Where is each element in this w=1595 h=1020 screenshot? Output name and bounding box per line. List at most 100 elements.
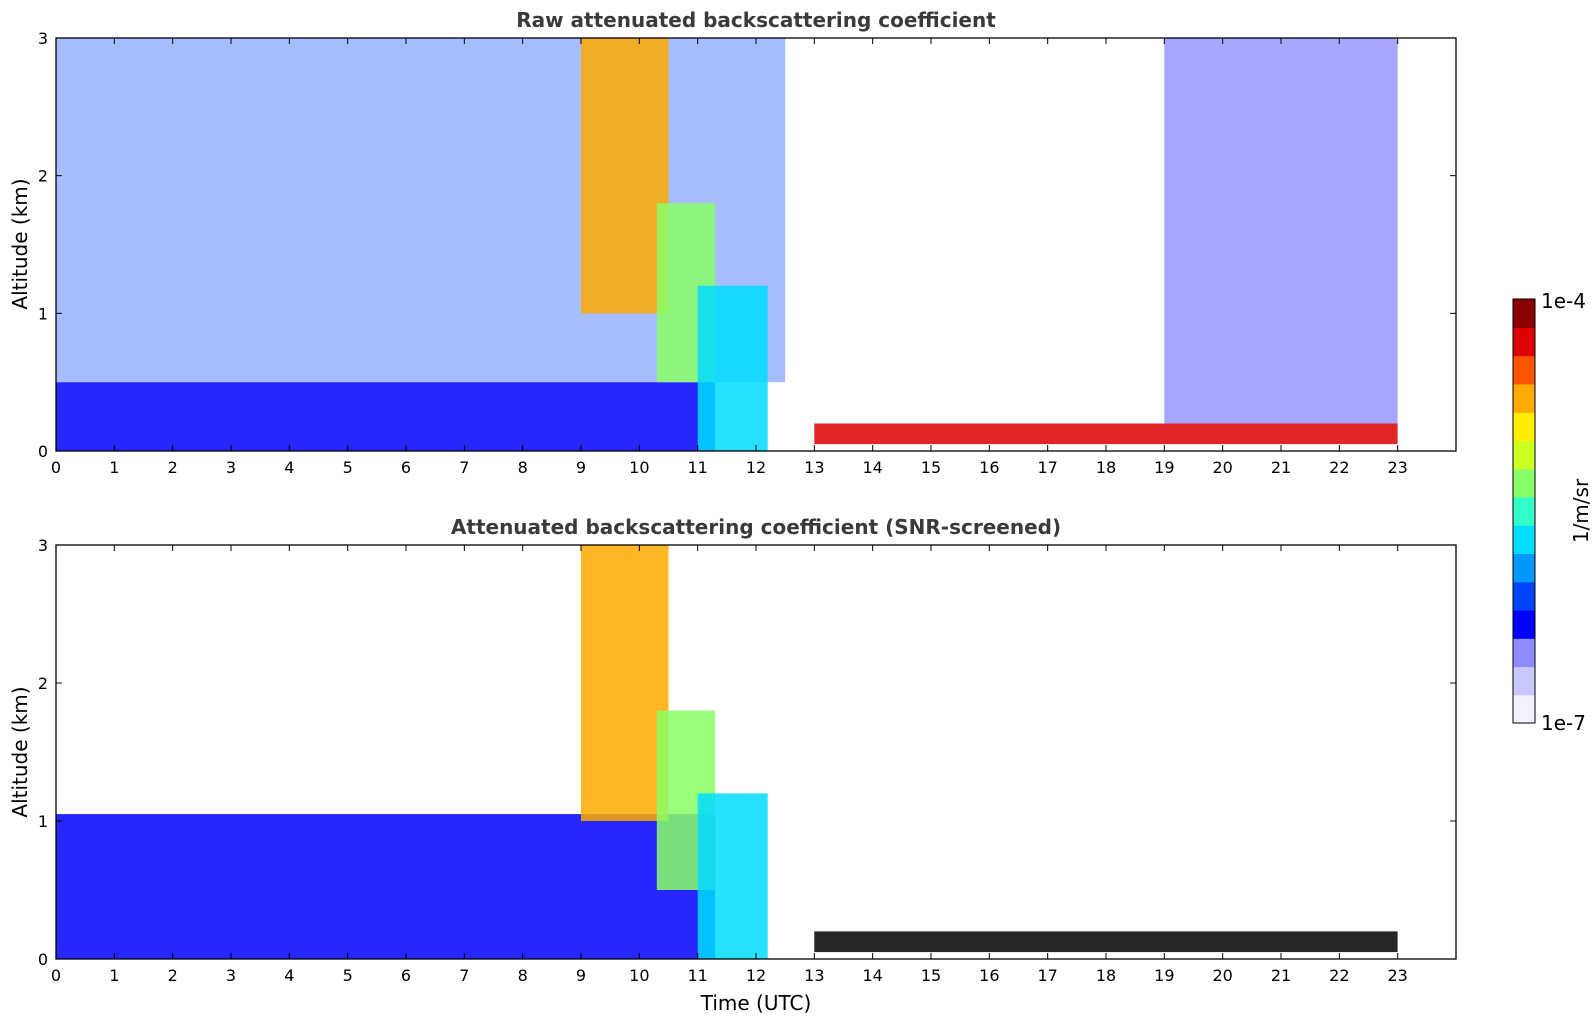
colorbar-unit-label: 1/m/sr [1569,478,1593,543]
screened-x-tick-label: 12 [746,966,766,985]
screened-backscatter-panel: Attenuated backscattering coefficient (S… [8,515,1457,1015]
raw-x-tick-label: 3 [226,458,236,477]
raw-x-tick-label: 7 [459,458,469,477]
screened-x-ticks: 0 1 2 3 4 5 6 7 8 9 10 11 12 13 14 15 16 17 18 19 20 21 22 23 [51,545,1408,985]
screened-x-tick-label: 10 [629,966,649,985]
colorbar-band [1513,609,1535,639]
raw-feature-precipitation [697,285,768,451]
raw-x-tick-label: 4 [284,458,294,477]
raw-x-tick-label: 12 [746,458,766,477]
raw-feature-cloud-layer [581,38,669,314]
screened-x-tick-label: 0 [51,966,61,985]
screened-y-ticks: 0 1 2 3 [38,536,1456,969]
colorbar-band [1513,581,1535,611]
raw-x-tick-label: 2 [168,458,178,477]
screened-x-tick-label: 13 [804,966,824,985]
screened-y-axis-label: Altitude (km) [8,686,32,817]
screened-x-tick-label: 19 [1154,966,1174,985]
colorbar-band [1513,327,1535,357]
screened-x-tick-label: 11 [687,966,707,985]
screened-x-tick-label: 7 [459,966,469,985]
raw-heatmap [56,38,1398,451]
screened-x-tick-label: 6 [401,966,411,985]
raw-x-tick-label: 17 [1037,458,1057,477]
raw-x-tick-label: 19 [1154,458,1174,477]
raw-x-tick-label: 1 [109,458,119,477]
screened-feature-cloud-layer [581,545,669,821]
colorbar-band [1513,638,1535,668]
screened-x-tick-label: 20 [1212,966,1232,985]
raw-backscatter-panel: Raw attenuated backscattering coefficien… [8,8,1457,477]
colorbar-band [1513,383,1535,413]
raw-x-tick-label: 22 [1329,458,1349,477]
colorbar-frame [1512,298,1536,724]
colorbar-band [1513,412,1535,441]
screened-x-tick-label: 21 [1271,966,1291,985]
colorbar-band [1513,553,1535,583]
raw-x-tick-label: 9 [576,458,586,477]
screened-x-tick-label: 3 [226,966,236,985]
raw-x-tick-label: 10 [629,458,649,477]
colorbar-band [1513,525,1535,554]
colorbar-band [1513,468,1535,498]
screened-x-tick-label: 4 [284,966,294,985]
screened-x-tick-label: 8 [518,966,528,985]
colorbar-band [1513,299,1535,328]
screened-x-tick-label: 14 [862,966,882,985]
screened-y-tick-label: 2 [38,674,48,693]
screened-x-tick-label: 1 [109,966,119,985]
raw-feature-boundary-layer [814,423,1398,445]
colorbar-band [1513,440,1535,470]
colorbar: 1e-4 1e-7 1/m/sr [1512,289,1593,735]
x-axis-label: Time (UTC) [700,991,812,1015]
raw-x-tick-label: 14 [862,458,882,477]
raw-x-tick-label: 5 [343,458,353,477]
screened-feature-aerosol [56,814,716,959]
raw-x-tick-label: 15 [921,458,941,477]
screened-x-tick-label: 2 [168,966,178,985]
raw-x-tick-label: 6 [401,458,411,477]
screened-y-tick-label: 0 [38,950,48,969]
raw-x-tick-label: 0 [51,458,61,477]
raw-x-tick-label: 20 [1212,458,1232,477]
raw-x-tick-label: 8 [518,458,528,477]
raw-y-axis-label: Altitude (km) [8,178,32,309]
screened-x-tick-label: 9 [576,966,586,985]
screened-x-tick-label: 18 [1096,966,1116,985]
screened-y-tick-label: 1 [38,812,48,831]
raw-y-tick-label: 1 [38,304,48,323]
raw-x-tick-label: 13 [804,458,824,477]
screened-x-tick-label: 17 [1037,966,1057,985]
raw-x-tick-label: 18 [1096,458,1116,477]
colorbar-band [1513,496,1535,526]
colorbar-gradient [1513,299,1535,724]
screened-feature-precipitation [697,793,768,959]
raw-x-tick-label: 11 [687,458,707,477]
raw-y-tick-label: 3 [38,29,48,48]
screened-x-tick-label: 22 [1329,966,1349,985]
screened-heatmap [56,545,1398,959]
raw-panel-title: Raw attenuated backscattering coefficien… [516,8,996,32]
screened-y-tick-label: 3 [38,536,48,555]
raw-x-tick-label: 23 [1387,458,1407,477]
raw-feature-noise-streaks [1164,38,1398,424]
raw-y-tick-label: 2 [38,167,48,186]
colorbar-band [1513,666,1535,696]
raw-y-tick-label: 0 [38,442,48,461]
raw-x-tick-label: 21 [1271,458,1291,477]
raw-y-ticks: 0 1 2 3 [38,29,1456,461]
colorbar-min-label: 1e-7 [1541,711,1586,735]
colorbar-band [1513,355,1535,385]
screened-x-tick-label: 15 [921,966,941,985]
raw-x-ticks: 0 1 2 3 4 5 6 7 8 9 10 11 12 13 14 15 16 17 18 19 20 21 22 23 [51,38,1408,477]
colorbar-band [1513,694,1535,724]
colorbar-max-label: 1e-4 [1541,289,1586,313]
screened-panel-title: Attenuated backscattering coefficient (S… [451,515,1061,539]
raw-x-tick-label: 16 [979,458,999,477]
screened-x-tick-label: 16 [979,966,999,985]
screened-x-tick-label: 23 [1387,966,1407,985]
screened-x-tick-label: 5 [343,966,353,985]
screened-feature-boundary-layer-saturated [814,931,1398,953]
raw-feature-aerosol [56,382,716,451]
